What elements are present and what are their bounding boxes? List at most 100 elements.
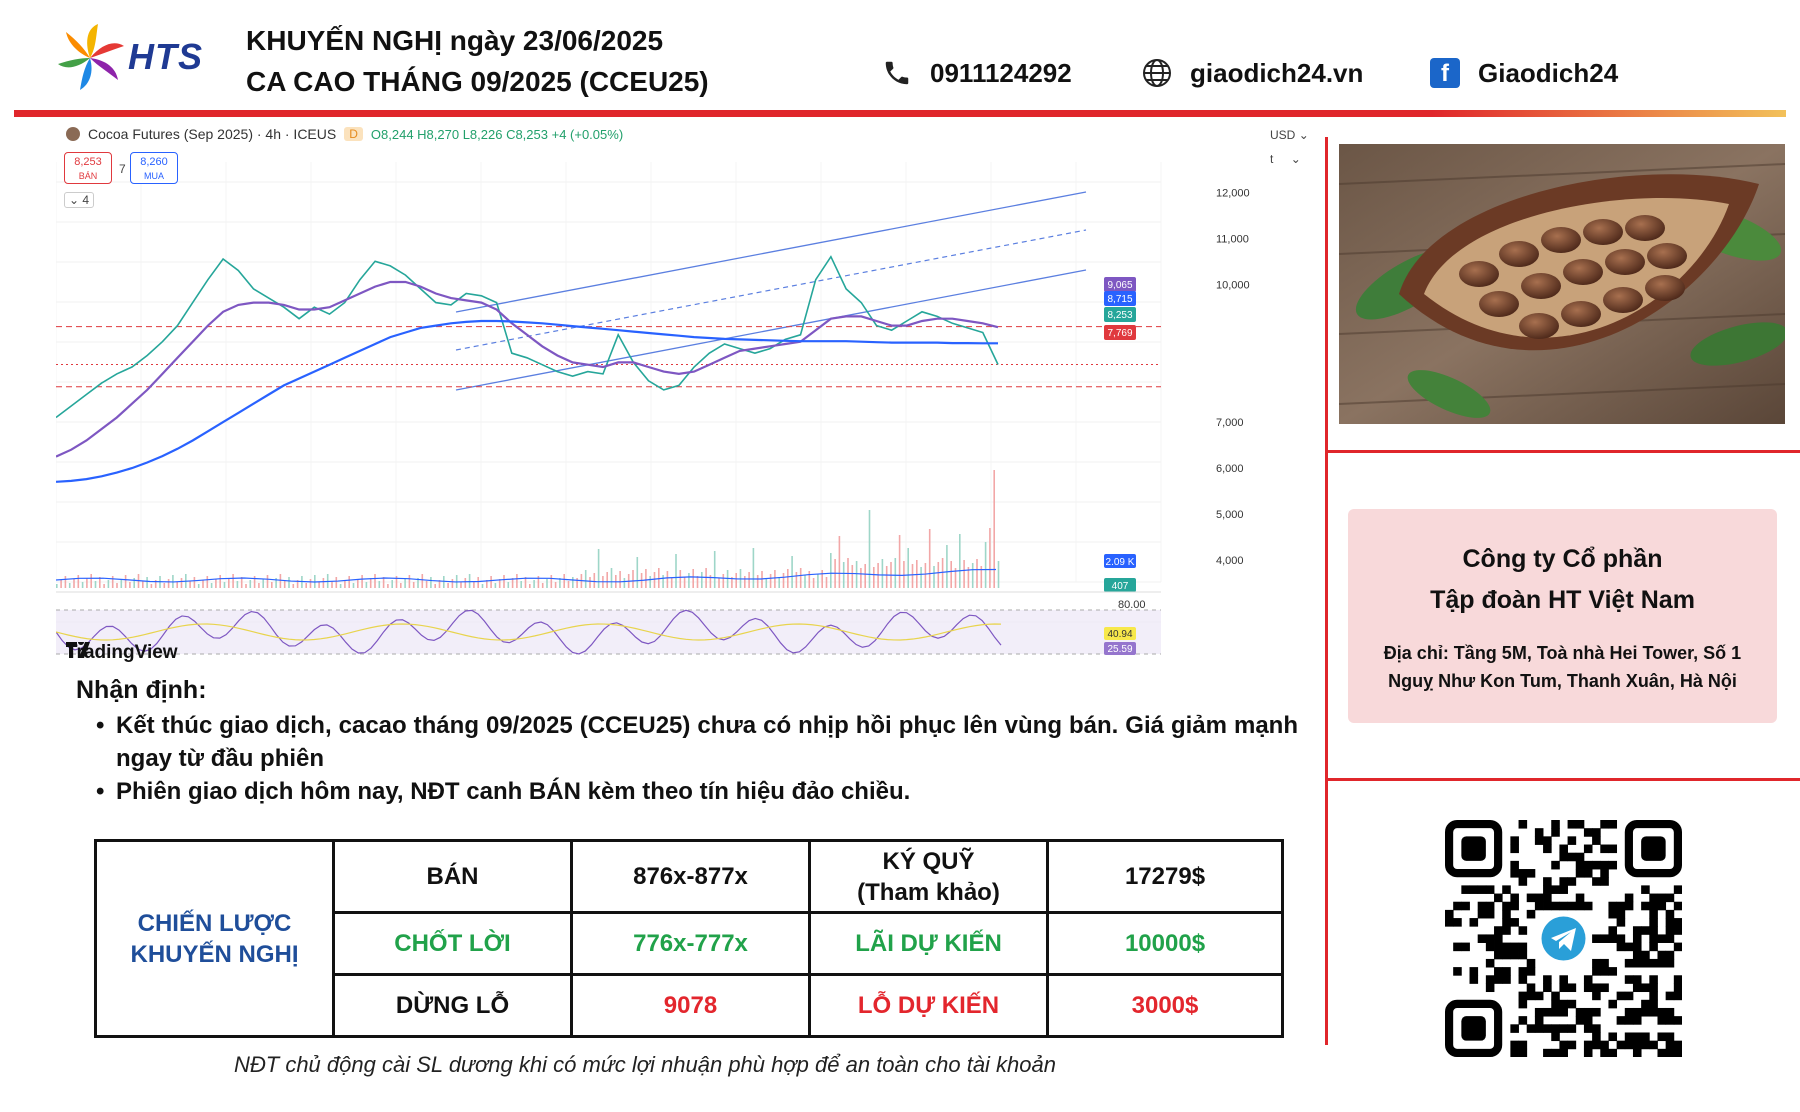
qr-module	[1592, 1032, 1601, 1042]
volume-bar	[447, 583, 449, 588]
qr-module	[1575, 860, 1585, 870]
volume-bar	[787, 569, 789, 588]
volume-bar	[744, 576, 746, 588]
qr-module	[1592, 1007, 1601, 1017]
indicator-toggle[interactable]: ⌄ 4	[64, 192, 95, 208]
qr-module	[1632, 1007, 1642, 1017]
qr-module	[1502, 909, 1511, 919]
volume-bar	[468, 574, 471, 588]
qr-module	[1510, 950, 1519, 960]
delayed-badge: D	[344, 127, 363, 141]
qr-module	[1657, 893, 1667, 903]
volume-bar	[567, 581, 570, 588]
qr-module	[1583, 983, 1593, 993]
qr-module	[1624, 893, 1634, 903]
buy-price-button[interactable]: 8,260 MUA	[130, 152, 178, 184]
symbol-line[interactable]: Cocoa Futures (Sep 2025) · 4h · ICEUS	[88, 126, 337, 142]
qr-module	[1592, 958, 1601, 968]
qr-module	[1583, 844, 1593, 854]
sell-price-button[interactable]: 8,253 BÁN	[64, 152, 112, 184]
qr-module	[1649, 958, 1658, 968]
volume-bar	[971, 563, 974, 588]
qr-finder-center	[1461, 836, 1486, 861]
qr-module	[1543, 975, 1552, 984]
volume-bar	[606, 572, 608, 588]
volume-tag	[1104, 578, 1136, 592]
qr-module	[1461, 885, 1470, 894]
currency-selector[interactable]: USD ⌄	[1270, 128, 1309, 142]
cocoa-pod-photo	[1339, 144, 1785, 424]
qr-module	[1608, 1032, 1618, 1042]
qr-module	[1657, 1007, 1667, 1017]
qr-module	[1526, 909, 1536, 919]
qr-module	[1616, 901, 1626, 911]
volume-bar	[666, 571, 669, 588]
qr-module	[1518, 869, 1528, 878]
volume-bar	[408, 575, 411, 588]
volume-bar	[941, 558, 944, 588]
qr-module	[1502, 901, 1511, 911]
qr-module	[1592, 1024, 1601, 1033]
qr-module	[1583, 1007, 1593, 1017]
qr-module	[1673, 1016, 1683, 1025]
volume-bar	[417, 578, 419, 588]
volume-bar	[331, 581, 333, 588]
volume-bar	[305, 583, 307, 588]
volume-bar	[950, 561, 952, 588]
chart-canvas[interactable]: 12,000 11,000 10,000 7,000 6,000 5,000 4,000 9,…	[56, 122, 1310, 674]
volume-bar	[821, 570, 823, 588]
qr-module	[1469, 885, 1479, 894]
volume-bar	[430, 577, 432, 588]
qr-module	[1665, 893, 1675, 903]
facebook-contact[interactable]: f Giaodich24	[1428, 56, 1618, 90]
volume-bar	[464, 578, 467, 588]
website-contact[interactable]: giaodich24.vn	[1140, 56, 1363, 90]
volume-bar	[722, 574, 725, 588]
qr-module	[1673, 1048, 1683, 1058]
qr-module	[1673, 983, 1683, 993]
volume-bar	[533, 580, 535, 588]
qr-module	[1649, 926, 1658, 935]
volume-bar	[369, 578, 372, 588]
qr-module	[1616, 942, 1626, 952]
telegram-qr-code[interactable]	[1445, 820, 1683, 1058]
qr-module	[1575, 852, 1585, 862]
strategy-label-cell: CHIẾN LƯỢC KHUYẾN NGHỊ	[94, 839, 335, 1038]
volume-bar	[404, 579, 406, 588]
phone-contact[interactable]: 0911124292	[880, 56, 1072, 90]
volume-bar	[150, 584, 153, 588]
phone-icon	[880, 56, 914, 90]
price-tag	[1104, 307, 1136, 322]
volume-bar	[395, 576, 398, 588]
volume-bar	[838, 536, 841, 588]
qr-module	[1608, 901, 1618, 911]
qr-module	[1526, 967, 1536, 976]
scale-selector[interactable]: t ⌄	[1270, 152, 1301, 166]
hts-logo: HTS	[58, 22, 208, 94]
y-tick-label: 10,000	[1216, 279, 1250, 291]
y-tick-label: 12,000	[1216, 187, 1250, 199]
qr-module	[1567, 999, 1577, 1009]
qr-module	[1657, 1032, 1667, 1042]
spread-value: 7	[119, 162, 126, 176]
analysis-section: Nhận định: Kết thúc giao dịch, cacao thá…	[76, 676, 1298, 808]
volume-bar	[885, 566, 888, 588]
volume-bar	[434, 584, 436, 588]
volume-bar	[352, 583, 355, 588]
globe-icon	[1140, 56, 1174, 90]
qr-module	[1600, 860, 1609, 870]
facebook-icon: f	[1428, 56, 1462, 90]
volume-bar	[541, 583, 544, 588]
qr-module	[1510, 942, 1519, 952]
rsi-tag-label: 25.59	[1107, 644, 1132, 655]
qr-module	[1657, 1016, 1667, 1025]
price-chart[interactable]: 12,000 11,000 10,000 7,000 6,000 5,000 4,000 9,…	[56, 122, 1310, 674]
volume-bar	[701, 572, 703, 588]
qr-module	[1494, 893, 1503, 903]
price-series-line	[56, 280, 999, 458]
volume-bar	[584, 570, 587, 588]
volume-bar	[572, 577, 574, 588]
qr-module	[1665, 991, 1675, 1001]
qr-module	[1551, 885, 1560, 894]
volume-ma-line	[56, 568, 997, 583]
